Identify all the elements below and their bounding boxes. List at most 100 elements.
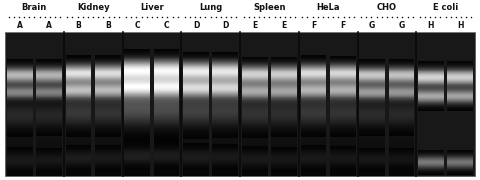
Bar: [330, 154, 356, 155]
Bar: [124, 151, 150, 152]
Bar: [124, 79, 150, 80]
Bar: [154, 131, 180, 132]
Bar: [300, 103, 326, 104]
Bar: [389, 152, 415, 153]
Bar: [271, 125, 297, 126]
Bar: [418, 91, 444, 92]
Bar: [183, 63, 209, 64]
Bar: [330, 144, 356, 145]
Bar: [183, 72, 209, 73]
Bar: [154, 109, 180, 110]
Bar: [154, 101, 180, 102]
Bar: [242, 131, 268, 132]
Bar: [212, 76, 238, 77]
Bar: [389, 156, 415, 157]
Bar: [271, 171, 297, 172]
Bar: [242, 118, 268, 119]
Bar: [36, 133, 62, 134]
Bar: [183, 64, 209, 65]
Bar: [271, 170, 297, 171]
Bar: [36, 92, 62, 93]
Bar: [418, 66, 444, 67]
Bar: [271, 123, 297, 124]
Bar: [7, 75, 33, 76]
Bar: [242, 64, 268, 65]
Bar: [154, 93, 180, 94]
Bar: [36, 163, 62, 164]
Bar: [359, 119, 385, 120]
Bar: [124, 64, 150, 65]
Bar: [65, 136, 91, 137]
Bar: [389, 162, 415, 163]
Bar: [447, 65, 473, 66]
Bar: [183, 67, 209, 68]
Bar: [65, 172, 91, 173]
Bar: [154, 90, 180, 91]
Bar: [95, 88, 121, 89]
Bar: [183, 165, 209, 166]
Bar: [330, 125, 356, 126]
Bar: [36, 77, 62, 78]
Bar: [447, 74, 473, 75]
Bar: [124, 127, 150, 128]
Bar: [330, 91, 356, 92]
Bar: [7, 120, 33, 121]
Bar: [212, 124, 238, 125]
Bar: [418, 94, 444, 95]
Text: B: B: [75, 21, 81, 30]
Bar: [65, 127, 91, 128]
Bar: [124, 90, 150, 91]
Bar: [359, 165, 385, 166]
Bar: [124, 97, 150, 98]
Bar: [300, 150, 326, 151]
Bar: [183, 68, 209, 69]
Bar: [359, 62, 385, 63]
Bar: [330, 82, 356, 83]
Bar: [300, 162, 326, 163]
Bar: [124, 123, 150, 124]
Bar: [300, 137, 326, 138]
Bar: [183, 100, 209, 101]
Bar: [183, 75, 209, 76]
Bar: [300, 151, 326, 152]
Bar: [95, 118, 121, 119]
Bar: [242, 160, 268, 161]
Bar: [36, 88, 62, 89]
Bar: [359, 108, 385, 109]
Bar: [154, 163, 180, 164]
Bar: [300, 118, 326, 119]
Bar: [300, 120, 326, 121]
Bar: [242, 99, 268, 100]
Bar: [95, 123, 121, 124]
Bar: [300, 93, 326, 94]
Bar: [242, 81, 268, 82]
Bar: [65, 73, 91, 74]
Bar: [359, 169, 385, 170]
Bar: [300, 148, 326, 149]
Bar: [183, 167, 209, 168]
Bar: [183, 102, 209, 103]
Bar: [212, 135, 238, 136]
Bar: [154, 140, 180, 141]
Bar: [95, 78, 121, 79]
Bar: [271, 155, 297, 156]
Text: E: E: [281, 21, 287, 30]
Bar: [124, 149, 150, 150]
Bar: [183, 117, 209, 118]
Bar: [154, 68, 180, 69]
Bar: [124, 135, 150, 136]
Bar: [124, 95, 150, 96]
Bar: [330, 67, 356, 68]
Bar: [183, 124, 209, 125]
Bar: [389, 155, 415, 156]
Bar: [95, 150, 121, 151]
Bar: [36, 134, 62, 135]
Bar: [95, 84, 121, 85]
Bar: [242, 138, 268, 139]
Bar: [447, 100, 473, 101]
Bar: [212, 148, 238, 149]
Bar: [418, 67, 444, 68]
Bar: [359, 103, 385, 104]
Bar: [95, 93, 121, 94]
Bar: [271, 118, 297, 119]
